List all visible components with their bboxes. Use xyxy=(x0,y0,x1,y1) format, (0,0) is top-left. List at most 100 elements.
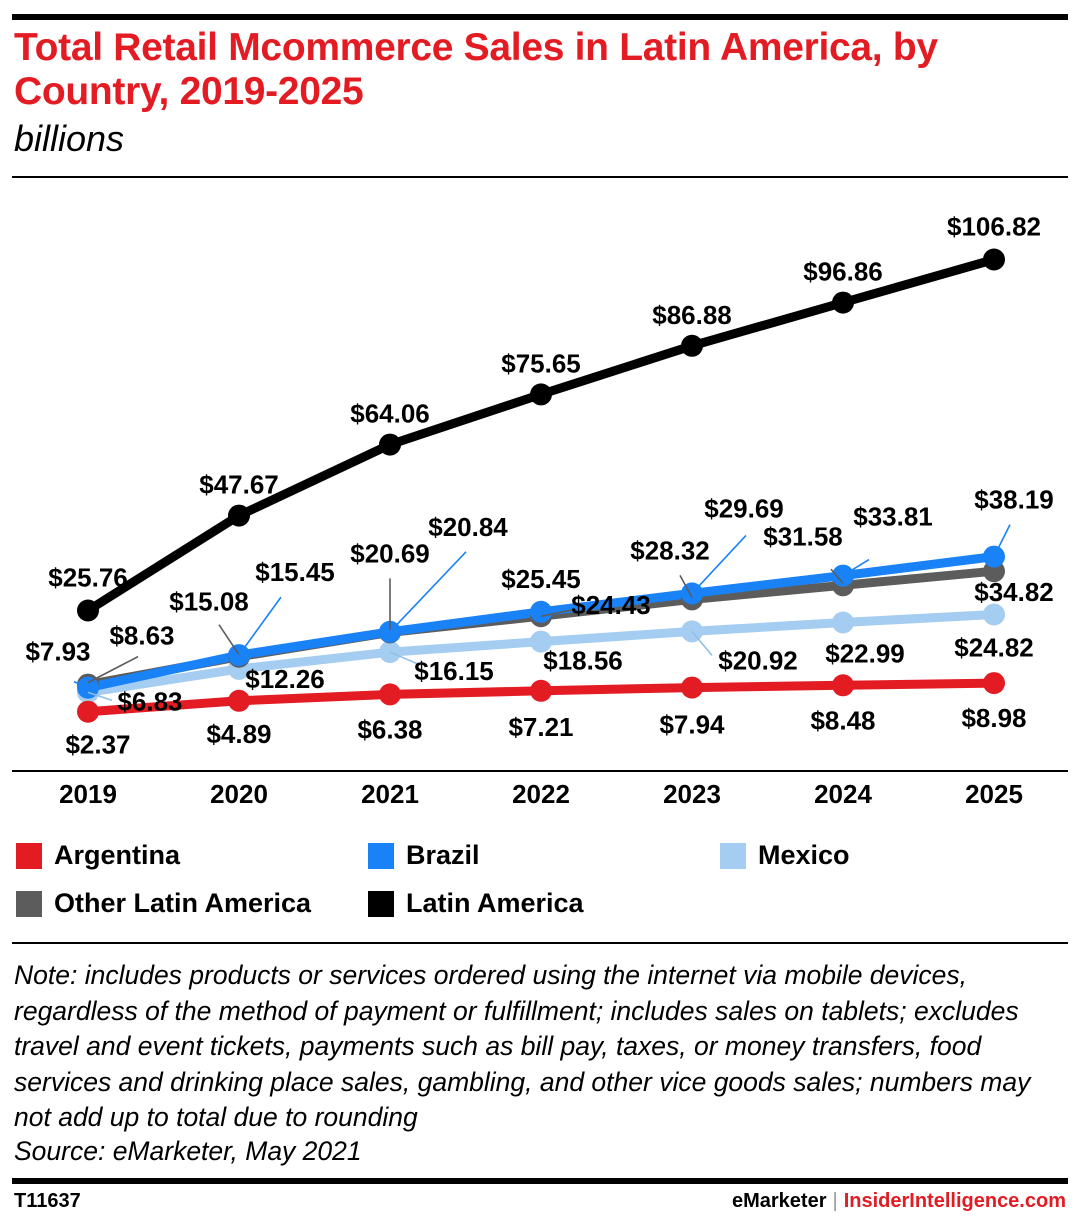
series-line-latin-america xyxy=(83,255,999,615)
data-label-other-2025: $34.82 xyxy=(974,577,1054,607)
data-label-argentina-2020: $4.89 xyxy=(206,719,271,749)
legend-label-latin-america: Latin America xyxy=(406,888,584,918)
chart-subtitle: billions xyxy=(14,118,125,159)
marker-argentina-2022 xyxy=(530,679,552,702)
leader-other-2019 xyxy=(87,655,139,684)
x-tick-label-2022: 2022 xyxy=(512,779,570,809)
data-label-latin-america-2025: $106.82 xyxy=(947,211,1041,241)
marker-latin-america-2023 xyxy=(681,334,703,357)
leader-other-2023 xyxy=(679,574,693,598)
legend-item-latin-america: Latin America xyxy=(368,888,584,919)
leader-other-2022 xyxy=(540,609,572,618)
marker-mexico-2023 xyxy=(681,620,703,643)
marker-latin-america-2019 xyxy=(77,599,99,622)
marker-latin-america-2021 xyxy=(379,433,401,456)
leader-mexico-2021 xyxy=(389,651,419,665)
data-label-brazil-2019: $7.93 xyxy=(25,637,90,667)
data-label-argentina-2023: $7.94 xyxy=(659,710,725,740)
data-label-other-2019: $8.63 xyxy=(109,621,174,651)
data-label-other-2024: $31.58 xyxy=(763,521,843,551)
legend-label-brazil: Brazil xyxy=(406,840,480,870)
data-label-argentina-2025: $8.98 xyxy=(961,703,1026,733)
data-label-latin-america-2022: $75.65 xyxy=(501,348,581,378)
legend-swatch-argentina xyxy=(16,842,42,869)
chart-title: Total Retail Mcommerce Sales in Latin Am… xyxy=(14,26,938,113)
data-label-latin-america-2024: $96.86 xyxy=(803,257,883,287)
data-label-mexico-2020: $12.26 xyxy=(245,664,325,694)
data-label-latin-america-2020: $47.67 xyxy=(199,470,279,500)
brand-insider-intelligence: InsiderIntelligence.com xyxy=(843,1190,1066,1212)
legend-label-other: Other Latin America xyxy=(54,888,312,918)
brand-separator: | xyxy=(832,1190,838,1212)
bottom-rule xyxy=(12,1178,1068,1184)
data-label-mexico-2019: $6.83 xyxy=(117,686,182,716)
data-label-brazil-2023: $29.69 xyxy=(704,493,784,523)
chart-id: T11637 xyxy=(14,1190,81,1212)
data-label-other-2021: $20.69 xyxy=(350,538,430,568)
data-label-brazil-2021: $20.84 xyxy=(428,512,508,542)
data-label-argentina-2024: $8.48 xyxy=(810,705,875,735)
title-divider xyxy=(12,176,1068,178)
legend-swatch-other xyxy=(16,890,42,917)
marker-argentina-2024 xyxy=(832,674,854,697)
legend-swatch-latin-america xyxy=(368,890,394,917)
data-label-latin-america-2019: $25.76 xyxy=(48,562,128,592)
x-tick-label-2024: 2024 xyxy=(814,779,872,809)
marker-mexico-2025 xyxy=(983,603,1005,626)
data-label-latin-america-2021: $64.06 xyxy=(350,399,430,429)
legend-label-argentina: Argentina xyxy=(54,840,181,870)
marker-argentina-2020 xyxy=(228,689,250,712)
marker-brazil-2022 xyxy=(530,600,552,623)
data-label-brazil-2020: $15.45 xyxy=(255,557,335,587)
data-label-brazil-2022: $25.45 xyxy=(501,564,581,594)
data-label-latin-america-2023: $86.88 xyxy=(652,300,732,330)
leader-brazil-2021 xyxy=(389,551,467,633)
data-label-argentina-2019: $2.37 xyxy=(65,730,130,760)
legend-item-argentina: Argentina xyxy=(16,840,180,871)
legend-item-mexico: Mexico xyxy=(720,840,850,871)
marker-brazil-2019 xyxy=(77,676,99,699)
data-label-mexico-2024: $22.99 xyxy=(825,638,905,668)
marker-latin-america-2025 xyxy=(983,248,1005,271)
brand-emarketer: eMarketer xyxy=(731,1190,827,1212)
legend-swatch-mexico xyxy=(720,842,746,869)
data-label-brazil-2025: $38.19 xyxy=(974,485,1054,515)
marker-argentina-2019 xyxy=(77,700,99,723)
legend-item-other: Other Latin America xyxy=(16,888,311,919)
line-chart: 2019 2020 2021 2022 2023 2024 2025 $6.83 $12.26 $… xyxy=(12,211,1068,809)
legend-item-brazil: Brazil xyxy=(368,840,480,871)
legend-label-mexico: Mexico xyxy=(758,840,850,870)
data-label-mexico-2025: $24.82 xyxy=(954,633,1034,663)
data-label-other-2020: $15.08 xyxy=(169,587,249,617)
x-tick-label-2021: 2021 xyxy=(361,779,419,809)
marker-latin-america-2024 xyxy=(832,291,854,314)
leader-other-2020 xyxy=(218,624,240,656)
data-label-mexico-2022: $18.56 xyxy=(543,646,623,676)
leader-brazil-2024 xyxy=(842,558,870,577)
marker-latin-america-2022 xyxy=(530,383,552,406)
marker-mexico-2024 xyxy=(832,611,854,634)
leader-brazil-2023 xyxy=(691,534,747,594)
marker-argentina-2023 xyxy=(681,676,703,699)
legend-divider xyxy=(12,942,1068,944)
marker-mexico-2022 xyxy=(530,630,552,653)
x-tick-label-2020: 2020 xyxy=(210,779,268,809)
leader-brazil-2020 xyxy=(238,596,282,656)
marker-latin-america-2020 xyxy=(228,504,250,527)
brand-credit: eMarketer | InsiderIntelligence.com xyxy=(732,1190,1066,1213)
data-label-other-2022: $24.43 xyxy=(571,590,651,620)
source-line: Source: eMarketer, May 2021 xyxy=(14,1136,362,1166)
marker-argentina-2021 xyxy=(379,683,401,706)
marker-argentina-2025 xyxy=(983,672,1005,695)
data-label-mexico-2023: $20.92 xyxy=(718,645,798,675)
top-rule xyxy=(12,14,1068,20)
x-tick-label-2023: 2023 xyxy=(663,779,721,809)
footnote: Note: includes products or services orde… xyxy=(14,960,1031,1132)
data-label-brazil-2024: $33.81 xyxy=(853,502,933,532)
legend-swatch-brazil xyxy=(368,842,394,869)
leader-brazil-2025 xyxy=(993,524,1011,557)
data-label-argentina-2021: $6.38 xyxy=(357,714,422,744)
data-label-mexico-2021: $16.15 xyxy=(414,656,494,686)
x-tick-label-2025: 2025 xyxy=(965,779,1023,809)
leader-mexico-2023 xyxy=(691,630,713,656)
